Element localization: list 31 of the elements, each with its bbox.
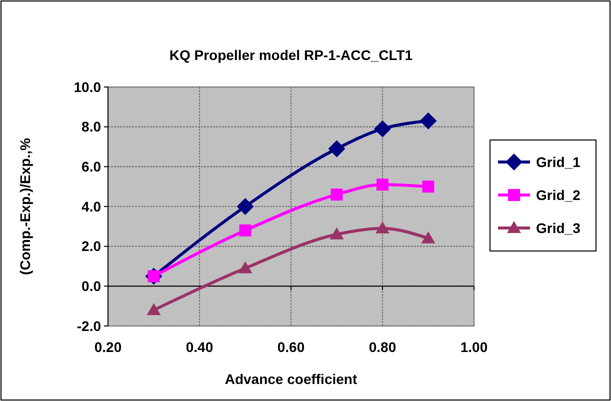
x-tick-label: 0.40 <box>186 339 214 355</box>
point <box>328 140 346 158</box>
x-axis-title: Advance coefficient <box>224 371 358 387</box>
x-tick-label: 1.00 <box>460 339 488 355</box>
y-tick-label: 2.0 <box>82 238 102 254</box>
x-tick-label: 0.80 <box>368 339 396 355</box>
y-tick-label: 0.0 <box>82 278 102 294</box>
point <box>238 261 252 274</box>
point <box>239 224 252 236</box>
y-tick-label: -2.0 <box>76 318 102 334</box>
point <box>421 231 436 244</box>
point <box>376 178 388 191</box>
y-tick-label: 8.0 <box>82 118 102 135</box>
legend-label: Grid_3 <box>536 220 581 236</box>
legend-label: Grid_1 <box>536 154 581 170</box>
y-tick-label: 4.0 <box>82 198 102 214</box>
point <box>146 303 161 316</box>
point <box>374 120 391 138</box>
x-tick-label: 0.20 <box>94 339 122 355</box>
y-axis-title: (Comp.-Exp.)/Exp.,% <box>17 138 33 275</box>
point <box>376 221 390 234</box>
y-tick-label: 10.0 <box>74 78 102 95</box>
chart-title: KQ Propeller model RP-1-ACC_CLT1 <box>169 47 413 63</box>
point <box>420 112 437 130</box>
x-tick-label: 0.60 <box>277 339 305 355</box>
point <box>330 227 344 240</box>
legend-label: Grid_2 <box>536 186 581 203</box>
point <box>422 180 434 193</box>
y-tick-label: 6.0 <box>82 158 102 175</box>
point <box>236 198 254 215</box>
point <box>330 188 343 201</box>
